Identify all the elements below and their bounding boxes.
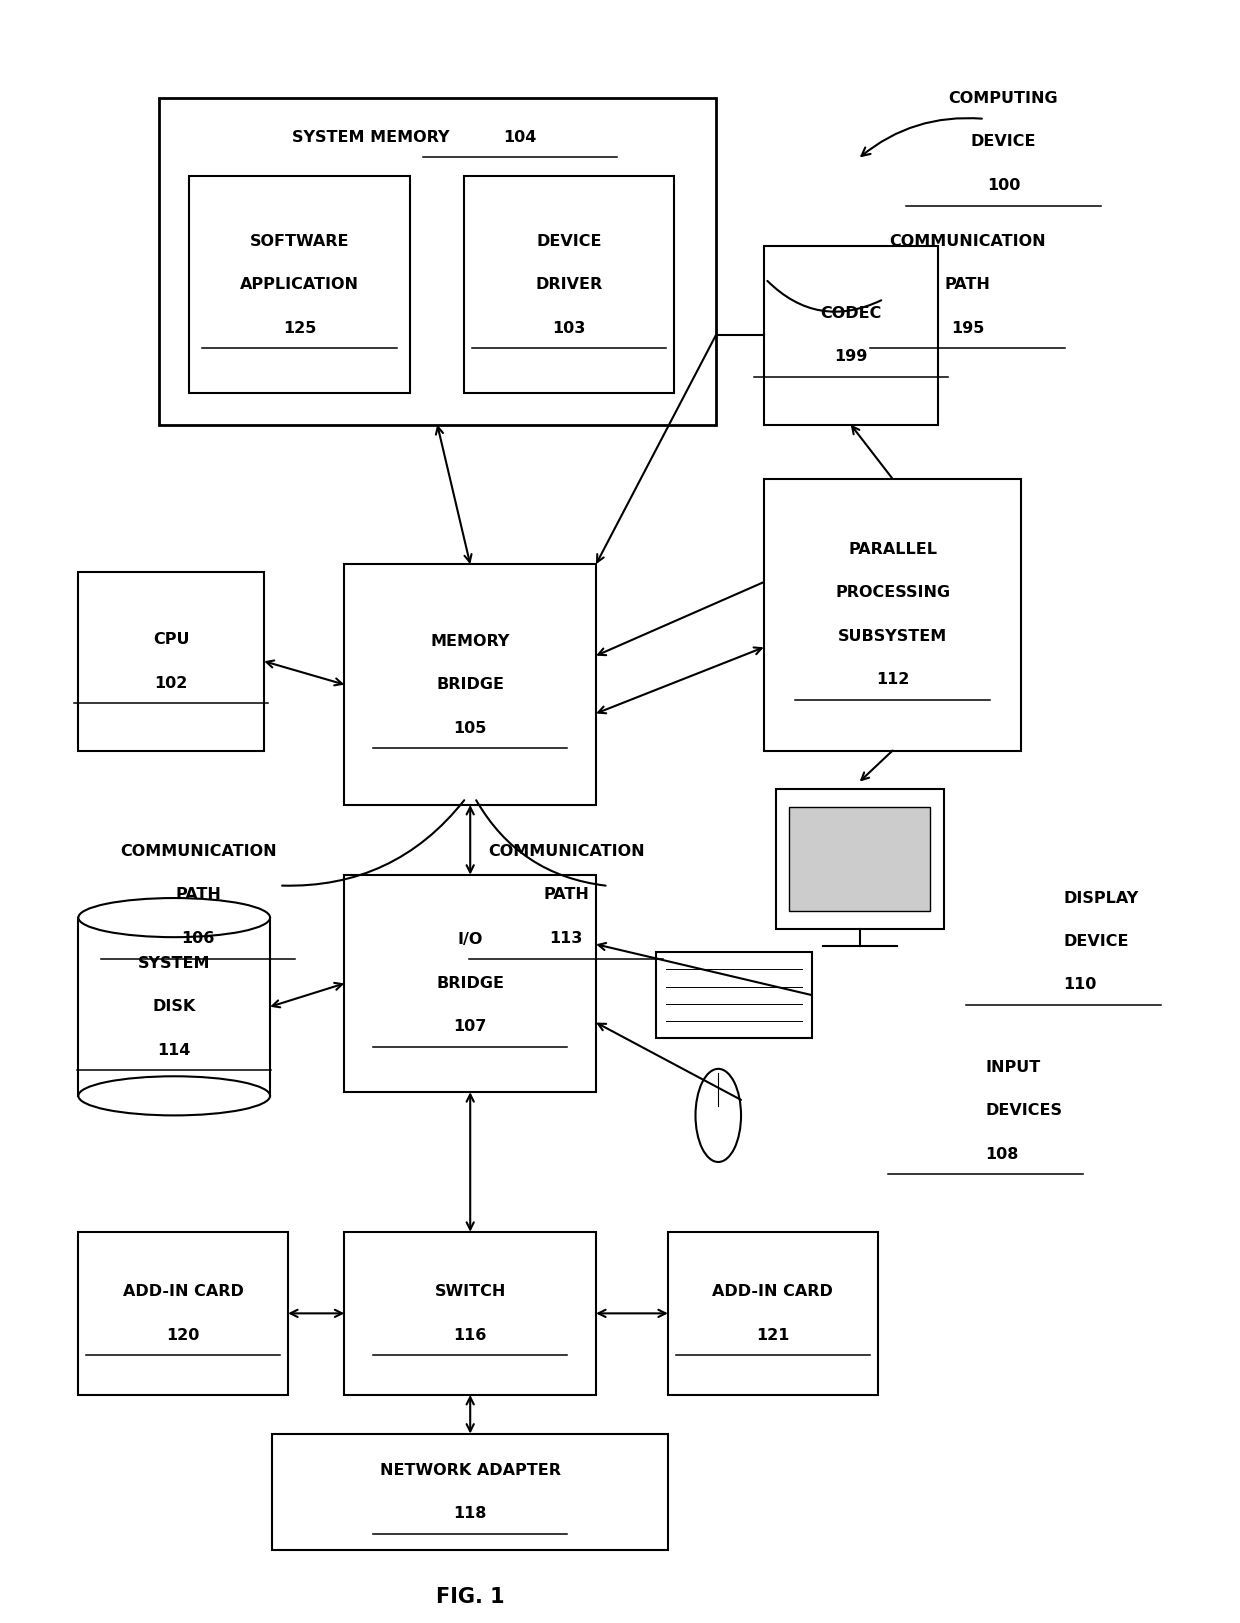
Text: 110: 110 bbox=[1064, 977, 1096, 993]
Text: 116: 116 bbox=[454, 1328, 487, 1342]
Text: 199: 199 bbox=[835, 349, 867, 365]
Text: 102: 102 bbox=[155, 675, 188, 690]
Text: DEVICES: DEVICES bbox=[986, 1104, 1063, 1118]
Bar bbox=[464, 175, 673, 393]
Text: SWITCH: SWITCH bbox=[434, 1284, 506, 1298]
Text: 105: 105 bbox=[454, 721, 487, 735]
Text: 103: 103 bbox=[552, 321, 585, 336]
Text: I/O: I/O bbox=[458, 933, 482, 948]
Bar bbox=[188, 175, 410, 393]
Text: PATH: PATH bbox=[175, 888, 221, 902]
Text: PARALLEL: PARALLEL bbox=[848, 542, 937, 557]
Text: CPU: CPU bbox=[153, 631, 190, 648]
Text: PATH: PATH bbox=[543, 888, 589, 902]
Bar bbox=[345, 565, 596, 805]
Text: BRIDGE: BRIDGE bbox=[436, 975, 505, 992]
Text: COMPUTING: COMPUTING bbox=[949, 91, 1058, 105]
Bar bbox=[776, 789, 944, 928]
Text: PATH: PATH bbox=[945, 278, 991, 292]
Ellipse shape bbox=[78, 1076, 270, 1115]
Bar bbox=[273, 1433, 668, 1550]
Text: COMMUNICATION: COMMUNICATION bbox=[487, 844, 645, 859]
Text: DISPLAY: DISPLAY bbox=[1064, 891, 1138, 906]
Text: COMMUNICATION: COMMUNICATION bbox=[120, 844, 277, 859]
Text: COMMUNICATION: COMMUNICATION bbox=[889, 234, 1045, 248]
Text: 104: 104 bbox=[503, 130, 537, 144]
Text: FIG. 1: FIG. 1 bbox=[436, 1587, 505, 1607]
Ellipse shape bbox=[78, 898, 270, 936]
Text: SUBSYSTEM: SUBSYSTEM bbox=[838, 630, 947, 644]
Text: 125: 125 bbox=[283, 321, 316, 336]
Ellipse shape bbox=[696, 1070, 742, 1162]
Text: DRIVER: DRIVER bbox=[536, 278, 603, 292]
Bar bbox=[764, 479, 1022, 750]
Bar bbox=[764, 247, 937, 425]
Bar bbox=[668, 1232, 878, 1394]
Bar bbox=[656, 953, 812, 1037]
Text: 108: 108 bbox=[986, 1147, 1019, 1162]
Text: 120: 120 bbox=[166, 1328, 200, 1342]
Bar bbox=[78, 571, 264, 750]
Text: 107: 107 bbox=[454, 1019, 487, 1034]
Text: 113: 113 bbox=[549, 932, 583, 946]
Text: DEVICE: DEVICE bbox=[1064, 933, 1128, 949]
Text: 121: 121 bbox=[756, 1328, 790, 1342]
Text: 112: 112 bbox=[875, 672, 909, 688]
Text: DEVICE: DEVICE bbox=[971, 135, 1037, 149]
Text: 114: 114 bbox=[157, 1042, 191, 1058]
Text: DISK: DISK bbox=[153, 1000, 196, 1014]
Text: SYSTEM MEMORY: SYSTEM MEMORY bbox=[291, 130, 449, 144]
Text: 106: 106 bbox=[181, 932, 215, 946]
Text: ADD-IN CARD: ADD-IN CARD bbox=[712, 1284, 833, 1298]
Text: SOFTWARE: SOFTWARE bbox=[249, 234, 350, 248]
Text: BRIDGE: BRIDGE bbox=[436, 677, 505, 691]
Text: CODEC: CODEC bbox=[820, 307, 882, 321]
Bar bbox=[789, 807, 930, 911]
Text: ADD-IN CARD: ADD-IN CARD bbox=[123, 1284, 243, 1298]
Text: MEMORY: MEMORY bbox=[430, 633, 510, 649]
Bar bbox=[345, 875, 596, 1092]
Text: DEVICE: DEVICE bbox=[537, 234, 601, 248]
Text: NETWORK ADAPTER: NETWORK ADAPTER bbox=[379, 1462, 560, 1477]
Text: APPLICATION: APPLICATION bbox=[241, 278, 358, 292]
Bar bbox=[78, 1232, 288, 1394]
Text: 118: 118 bbox=[454, 1506, 487, 1521]
Bar bbox=[345, 1232, 596, 1394]
Text: 100: 100 bbox=[987, 179, 1021, 193]
Bar bbox=[159, 99, 715, 425]
Text: 195: 195 bbox=[951, 321, 985, 336]
Text: INPUT: INPUT bbox=[986, 1060, 1040, 1074]
Text: SYSTEM: SYSTEM bbox=[138, 956, 211, 971]
Text: PROCESSING: PROCESSING bbox=[835, 586, 950, 601]
